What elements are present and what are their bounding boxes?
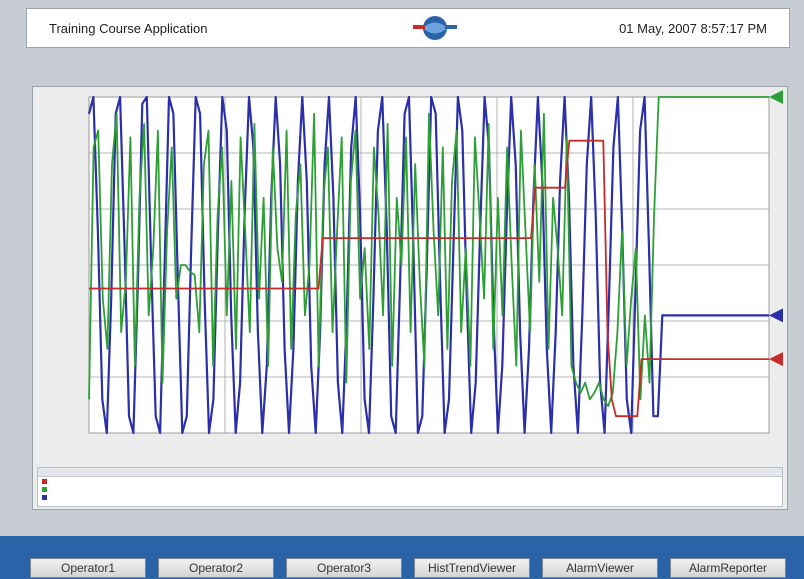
series-end-marker [769, 308, 783, 323]
hist-trend-viewer-button[interactable]: HistTrendViewer [414, 558, 530, 578]
app-title: Training Course Application [49, 21, 208, 36]
trend-panel [32, 86, 788, 510]
series-end-marker [769, 352, 783, 367]
series-color-swatch [42, 487, 47, 492]
legend-header-row [38, 468, 782, 477]
series-line [89, 139, 769, 418]
series-color-swatch [42, 479, 47, 484]
legend-row[interactable] [38, 486, 782, 493]
series-end-marker [769, 90, 783, 104]
operator1-button[interactable]: Operator1 [30, 558, 146, 578]
legend-row[interactable] [38, 478, 782, 485]
operator2-button[interactable]: Operator2 [158, 558, 274, 578]
top-header: Training Course Application 01 May, 2007… [26, 8, 790, 48]
logo-icon [399, 11, 469, 45]
alarm-viewer-button[interactable]: AlarmViewer [542, 558, 658, 578]
navigation-bar: Operator1 Operator2 Operator3 HistTrendV… [0, 536, 804, 579]
pen-legend-table [37, 467, 783, 507]
trend-chart-svg[interactable] [33, 87, 787, 469]
legend-row[interactable] [38, 494, 782, 501]
series-color-swatch [42, 495, 47, 500]
alarm-reporter-button[interactable]: AlarmReporter [670, 558, 786, 578]
operator3-button[interactable]: Operator3 [286, 558, 402, 578]
datetime-readout: 01 May, 2007 8:57:17 PM [619, 21, 767, 36]
trend-chart[interactable] [33, 87, 787, 469]
series-line [88, 96, 769, 408]
